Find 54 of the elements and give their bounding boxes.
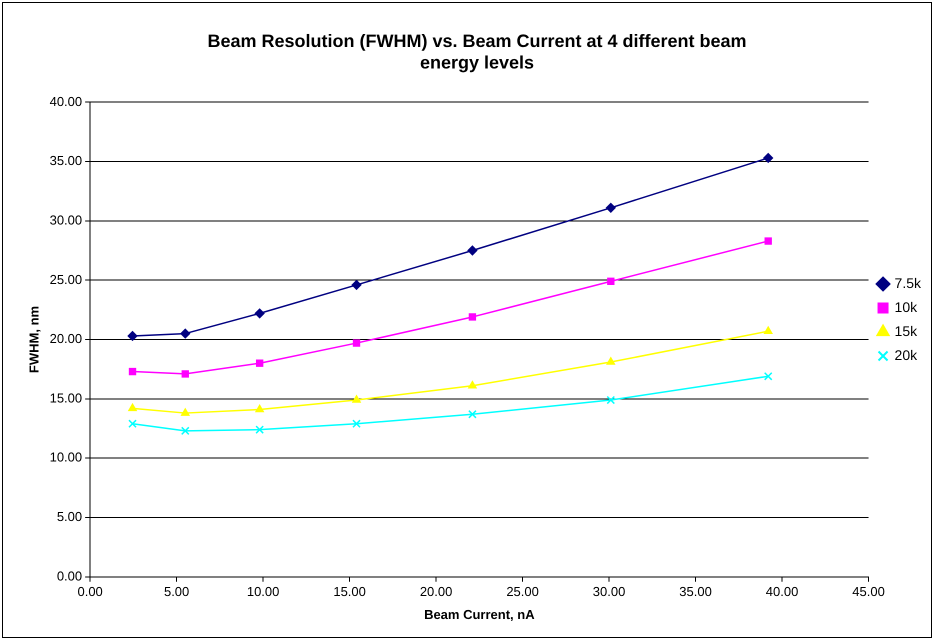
legend-label: 15k bbox=[894, 322, 918, 339]
legend-label: 10k bbox=[894, 298, 918, 315]
x-axis-title: Beam Current, nA bbox=[424, 606, 536, 622]
x-tick-label: 0.00 bbox=[77, 584, 103, 600]
point bbox=[763, 152, 774, 163]
x-tick-label: 15.00 bbox=[333, 584, 366, 600]
y-tick-label: 0.00 bbox=[56, 568, 82, 584]
point bbox=[606, 357, 616, 365]
point bbox=[468, 313, 476, 321]
x-tick-label: 10.00 bbox=[246, 584, 280, 600]
legend-label: 7.5k bbox=[894, 274, 922, 291]
y-tick-label: 25.00 bbox=[50, 272, 82, 287]
x-tick-label: 25.00 bbox=[506, 584, 539, 600]
x-tick-label: 35.00 bbox=[679, 584, 712, 600]
chart-title: Beam Resolution (FWHM) vs. Beam Current at 4 different beam energy levels bbox=[207, 30, 747, 72]
point bbox=[180, 408, 190, 416]
legend-label: 20k bbox=[894, 346, 918, 363]
point bbox=[764, 237, 772, 245]
point bbox=[180, 328, 190, 339]
point bbox=[607, 278, 614, 286]
point bbox=[182, 370, 189, 378]
point bbox=[256, 360, 264, 367]
point bbox=[255, 404, 264, 412]
y-tick-label: 40.00 bbox=[50, 94, 82, 109]
point bbox=[764, 326, 773, 334]
x-tick-label: 40.00 bbox=[766, 584, 798, 600]
point bbox=[255, 425, 264, 434]
y-tick-label: 30.00 bbox=[50, 212, 82, 228]
y-tick-label: 5.00 bbox=[56, 509, 82, 524]
point bbox=[128, 403, 137, 412]
y-tick-label: 35.00 bbox=[50, 153, 82, 168]
point bbox=[180, 426, 190, 436]
x-tick-label: 45.00 bbox=[852, 584, 885, 600]
point bbox=[128, 330, 138, 341]
point bbox=[352, 280, 362, 290]
point bbox=[352, 339, 360, 347]
point bbox=[606, 396, 616, 404]
point bbox=[352, 395, 361, 403]
point bbox=[468, 380, 477, 389]
y-tick-label: 20.00 bbox=[50, 331, 82, 346]
point bbox=[606, 202, 616, 213]
point bbox=[764, 372, 772, 381]
point bbox=[352, 419, 361, 428]
x-tick-label: 30.00 bbox=[592, 584, 626, 600]
y-tick-label: 15.00 bbox=[50, 390, 82, 406]
point bbox=[128, 368, 136, 376]
point bbox=[467, 246, 478, 256]
point bbox=[468, 410, 477, 419]
x-tick-label: 5.00 bbox=[164, 584, 190, 600]
x-tick-label: 20.00 bbox=[420, 584, 452, 600]
point bbox=[254, 308, 265, 318]
point bbox=[128, 419, 137, 428]
y-axis-title: FWHM, nm bbox=[26, 306, 42, 374]
y-tick-label: 10.00 bbox=[50, 450, 82, 465]
